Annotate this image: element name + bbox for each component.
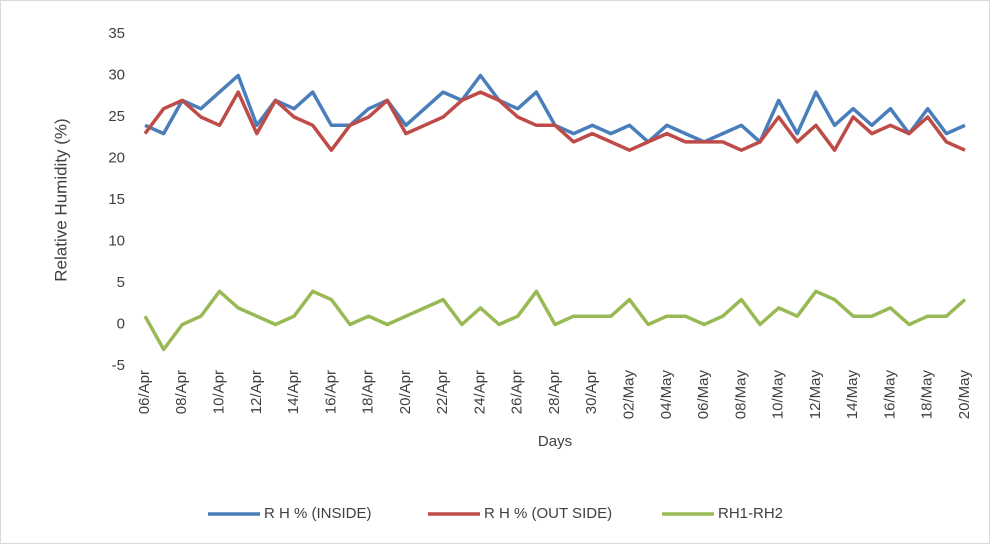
y-tick-label: 35 — [108, 25, 125, 42]
x-tick-label: 16/Apr — [322, 370, 339, 414]
legend-label: RH1-RH2 — [718, 505, 783, 522]
x-tick-label: 16/May — [881, 370, 898, 420]
x-tick-label: 28/Apr — [546, 370, 563, 414]
x-tick-label: 02/May — [621, 370, 638, 420]
x-tick-label: 18/May — [919, 370, 936, 420]
x-tick-label: 08/Apr — [173, 370, 190, 414]
y-tick-label: 5 — [117, 274, 125, 291]
x-tick-label: 04/May — [658, 370, 675, 420]
x-tick-label: 24/Apr — [471, 370, 488, 414]
x-tick-label: 08/May — [732, 370, 749, 420]
legend-label: R H % (INSIDE) — [264, 505, 372, 522]
x-tick-label: 06/May — [695, 370, 712, 420]
x-tick-label: 22/Apr — [434, 370, 451, 414]
y-tick-label: 15 — [108, 191, 125, 208]
x-tick-label: 30/Apr — [583, 370, 600, 414]
x-tick-label: 10/May — [770, 370, 787, 420]
data-line — [143, 289, 967, 352]
x-tick-label: 12/May — [807, 370, 824, 420]
y-tick-label: 30 — [108, 66, 125, 83]
x-tick-label: 06/Apr — [136, 370, 153, 414]
y-tick-label: 10 — [108, 232, 125, 249]
x-tick-label: 20/Apr — [397, 370, 414, 414]
data-line — [143, 90, 966, 152]
y-tick-label: 0 — [117, 315, 125, 332]
y-axis-title: Relative Humidity (%) — [51, 118, 70, 281]
x-tick-label: 20/May — [956, 370, 973, 420]
legend-label: R H % (OUT SIDE) — [484, 505, 612, 522]
x-tick-label: 26/Apr — [509, 370, 526, 414]
y-tick-label: 20 — [108, 149, 125, 166]
x-tick-label: 10/Apr — [211, 370, 228, 414]
x-tick-label: 12/Apr — [248, 370, 265, 414]
x-tick-label: 14/May — [844, 370, 861, 420]
x-tick-label: 18/Apr — [360, 370, 377, 414]
y-tick-label: 25 — [108, 108, 125, 125]
x-tick-label: 14/Apr — [285, 370, 302, 414]
x-axis-title: Days — [538, 433, 572, 450]
y-tick-label: -5 — [112, 357, 125, 374]
